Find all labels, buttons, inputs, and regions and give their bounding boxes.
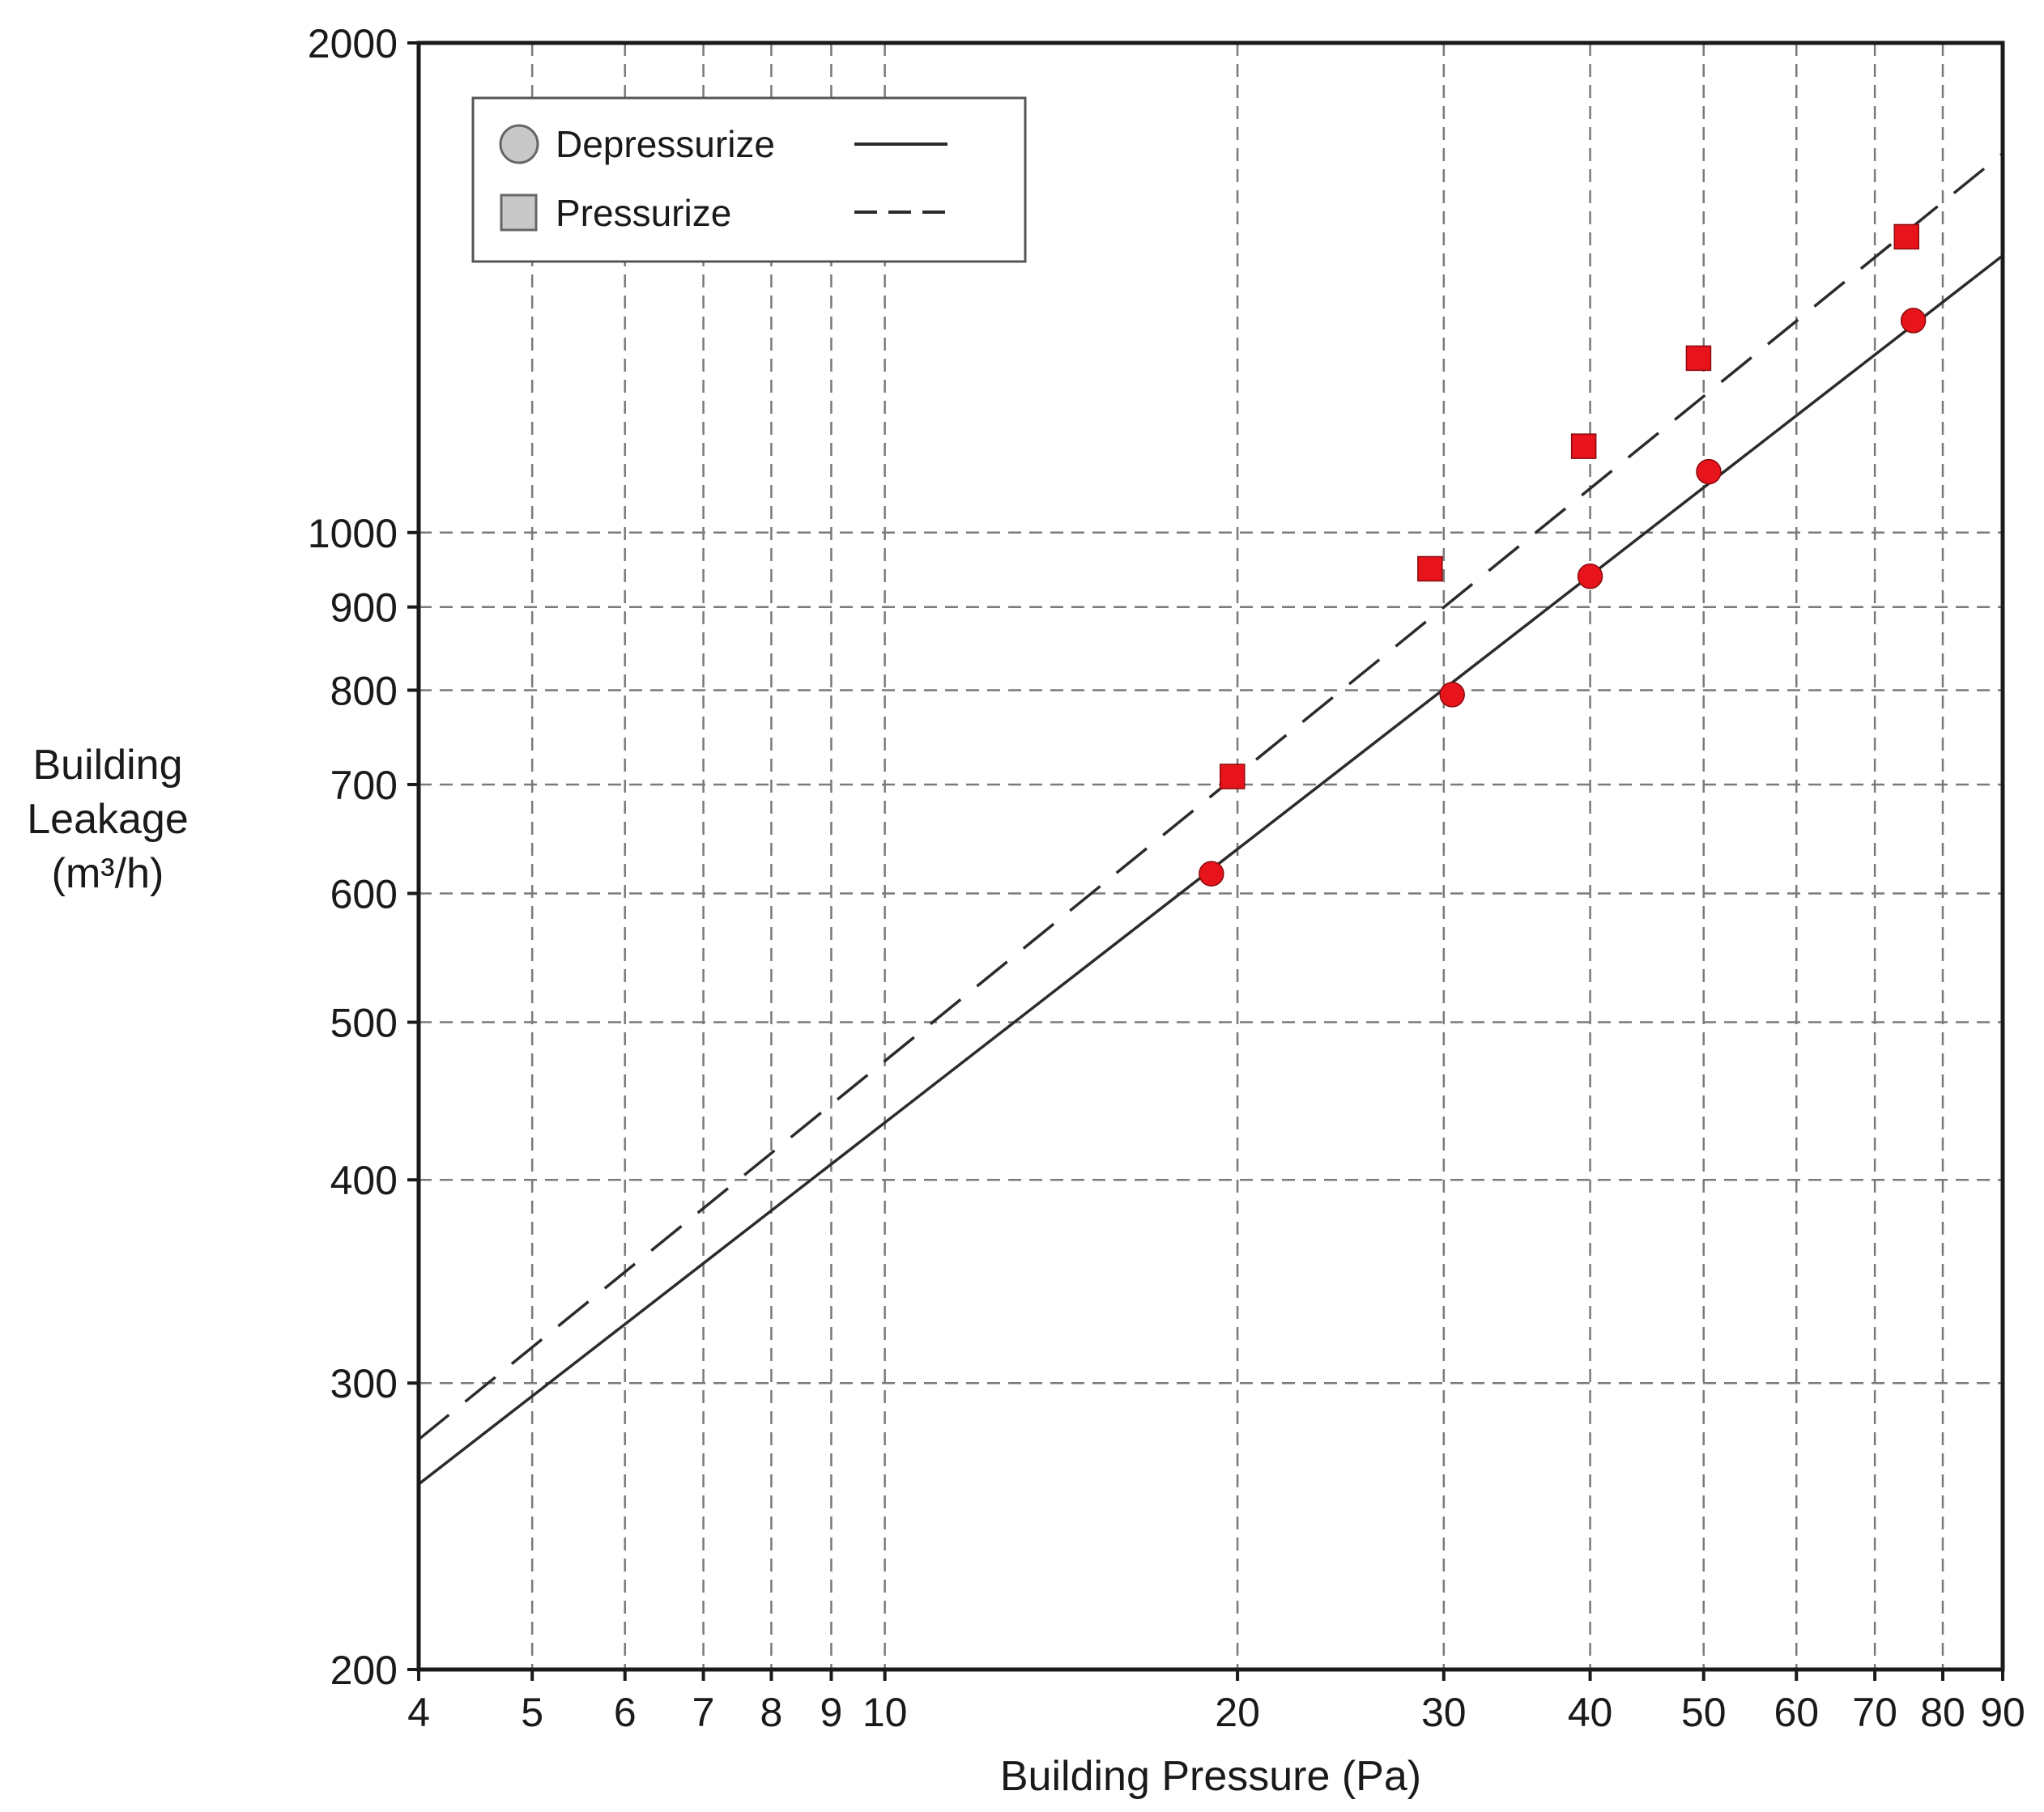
- pressurize-point: [1220, 764, 1246, 789]
- x-axis-title: Building Pressure (Pa): [1000, 1753, 1421, 1800]
- x-tick-label: 5: [521, 1690, 543, 1735]
- depressurize-point: [1900, 308, 1927, 334]
- fit-lines: [419, 152, 2003, 1486]
- x-tick-label: 10: [862, 1690, 908, 1735]
- x-tick-label: 80: [1920, 1690, 1965, 1735]
- plot-frame: [416, 40, 2005, 1672]
- legend-square-marker: [500, 194, 538, 232]
- x-tick-label: 50: [1681, 1690, 1727, 1735]
- legend-box: [471, 96, 1027, 263]
- x-tick-label: 40: [1568, 1690, 1613, 1735]
- y-tick-label: 500: [330, 1001, 398, 1046]
- y-tick-label: 1000: [308, 511, 398, 556]
- x-tick-label: 4: [407, 1690, 430, 1735]
- y-tick-label: 2000: [308, 21, 398, 66]
- legend-label-depressurize: Depressurize: [556, 123, 775, 165]
- depressurize-point: [1696, 458, 1722, 485]
- y-tick-label: 200: [330, 1648, 398, 1693]
- x-tick-label: 6: [614, 1690, 637, 1735]
- y-axis-title-line-3: (m³/h): [52, 850, 164, 897]
- y-axis-title: Building Leakage (m³/h): [27, 742, 189, 897]
- legend: Depressurize Pressurize: [471, 96, 1027, 263]
- y-tick-label: 900: [330, 585, 398, 631]
- x-tick-label: 9: [820, 1690, 843, 1735]
- pressurize-point: [1417, 555, 1443, 582]
- y-tick-label: 300: [330, 1361, 398, 1406]
- x-tick-label: 70: [1852, 1690, 1897, 1735]
- y-tick-label: 600: [330, 871, 398, 917]
- y-axis-title-line-1: Building: [32, 742, 182, 789]
- grid-lines: [419, 43, 2003, 1670]
- data-points: [1199, 223, 1927, 887]
- x-tick-label: 8: [760, 1690, 783, 1735]
- y-axis-title-line-2: Leakage: [27, 796, 189, 843]
- legend-circle-marker: [499, 124, 539, 164]
- pressurize-point: [1685, 345, 1712, 372]
- y-tick-label: 800: [330, 668, 398, 713]
- depressurize-point: [1577, 564, 1603, 589]
- x-tick-label: 7: [692, 1690, 715, 1735]
- axis-ticks: 4 5 6 7 8 9 10 20 30 40 50 60 70 80 90 200 300 400 500 600 7…: [308, 21, 2025, 1735]
- x-tick-label: 30: [1421, 1690, 1467, 1735]
- x-tick-label: 20: [1215, 1690, 1260, 1735]
- depressurize-point: [1439, 682, 1465, 708]
- pressurize-point: [1893, 223, 1920, 250]
- depressurize-point: [1199, 861, 1224, 887]
- pressurize-fit-line: [419, 152, 2003, 1441]
- x-tick-label: 90: [1980, 1690, 2025, 1735]
- x-tick-label: 60: [1774, 1690, 1819, 1735]
- pressurize-point: [1570, 433, 1597, 459]
- legend-label-pressurize: Pressurize: [556, 192, 731, 234]
- y-tick-label: 400: [330, 1158, 398, 1203]
- y-tick-label: 700: [330, 763, 398, 808]
